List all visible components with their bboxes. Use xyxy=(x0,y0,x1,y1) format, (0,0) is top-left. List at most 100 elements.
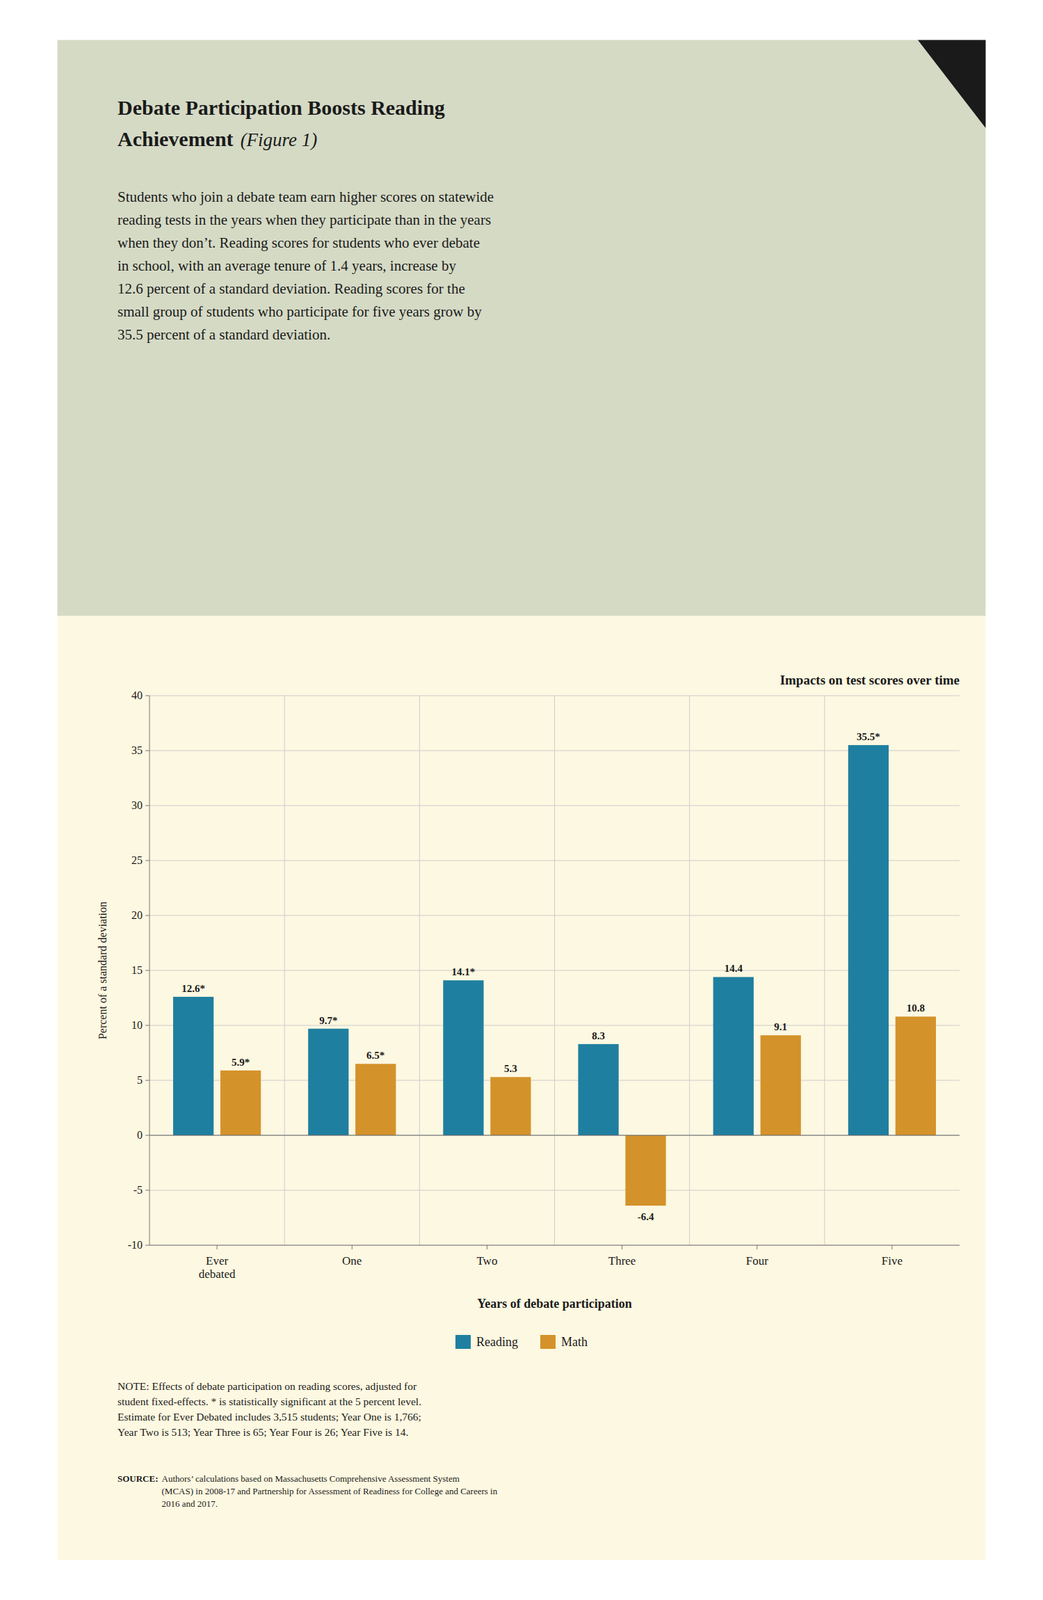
text-line: when they don’t. Reading scores for stud… xyxy=(117,234,480,252)
text-line: (MCAS) in 2008-17 and Partnership for As… xyxy=(162,1485,498,1496)
y-tick xyxy=(145,1024,150,1026)
text-line: 2016 and 2017. xyxy=(162,1497,219,1509)
text-line: Five xyxy=(881,1253,903,1267)
group-separator xyxy=(554,695,555,1245)
y-tick-label: 15 xyxy=(131,963,143,976)
x-tick xyxy=(621,1244,623,1249)
chart-title: Impacts on test scores over time xyxy=(780,672,960,687)
data-label: 9.1 xyxy=(773,1020,788,1032)
legend: ReadingMath xyxy=(455,1334,588,1349)
legend-label: Reading xyxy=(476,1334,519,1349)
data-label: 14.1* xyxy=(451,965,476,977)
x-axis-line xyxy=(149,1244,960,1246)
text-line: One xyxy=(342,1253,362,1267)
x-tick xyxy=(891,1244,893,1249)
chart-background xyxy=(57,616,986,1560)
y-axis-line xyxy=(149,695,151,1245)
group-separator xyxy=(689,695,690,1245)
data-label: 12.6* xyxy=(181,982,206,994)
x-tick-label: Three xyxy=(608,1253,637,1267)
legend-swatch xyxy=(455,1334,471,1349)
body-text: Students who join a debate team earn hig… xyxy=(117,188,494,343)
text-line: Two xyxy=(476,1253,498,1267)
y-tick-label: 5 xyxy=(136,1073,143,1086)
x-axis-label: Years of debate participation xyxy=(476,1296,632,1311)
group-separator xyxy=(823,695,825,1245)
data-label: 14.4 xyxy=(724,962,744,974)
y-tick-label: -10 xyxy=(127,1238,143,1251)
x-tick-label: Five xyxy=(881,1253,903,1267)
grid xyxy=(149,695,960,1245)
grid-line xyxy=(149,1134,960,1136)
data-label: 6.5* xyxy=(366,1049,385,1061)
y-tick xyxy=(145,915,150,916)
legend-swatch xyxy=(540,1334,556,1349)
header-background xyxy=(57,40,986,617)
zero-line xyxy=(149,1134,960,1135)
text-line: Authors’ calculations based on Massachus… xyxy=(162,1472,460,1484)
header-title: Debate Participation Boosts Reading xyxy=(117,95,446,119)
bar xyxy=(220,1070,261,1135)
x-tick xyxy=(486,1244,488,1249)
bar xyxy=(308,1028,349,1135)
x-tick-label: Four xyxy=(746,1253,769,1267)
bar xyxy=(625,1134,666,1206)
text-line: student fixed-effects. * is statisticall… xyxy=(117,1394,422,1407)
bar xyxy=(760,1034,802,1135)
text-line: Year Two is 513; Year Three is 65; Year … xyxy=(117,1425,409,1438)
data-label: 8.3 xyxy=(591,1029,605,1041)
page-background xyxy=(0,0,1043,1600)
text-line: Three xyxy=(608,1253,637,1267)
data-label: 5.3 xyxy=(504,1062,518,1074)
y-tick-label: 10 xyxy=(131,1018,143,1031)
text-line: Students who join a debate team earn hig… xyxy=(117,188,494,206)
text-line: Four xyxy=(746,1253,769,1267)
text-line: reading tests in the years when they par… xyxy=(117,211,491,229)
page: Debate Participation Boosts Reading Achie… xyxy=(0,0,1043,1600)
text-line: small group of students who participate … xyxy=(117,303,482,320)
text-line: Estimate for Ever Debated includes 3,515… xyxy=(117,1410,422,1422)
y-tick xyxy=(145,750,150,751)
y-tick-label: 25 xyxy=(131,853,143,866)
y-tick-label: 20 xyxy=(131,908,143,921)
text-line: Ever xyxy=(205,1253,229,1267)
x-tick xyxy=(756,1244,758,1249)
y-tick xyxy=(145,1189,150,1191)
data-label: 10.8 xyxy=(906,1001,925,1014)
y-tick xyxy=(145,805,150,806)
bar xyxy=(713,976,754,1135)
bar xyxy=(577,1043,619,1135)
y-tick-label: 40 xyxy=(131,689,143,701)
bar xyxy=(895,1015,936,1135)
x-tick-label: Everdebated xyxy=(198,1253,236,1281)
x-tick-label: One xyxy=(342,1253,362,1267)
y-tick xyxy=(145,1134,150,1136)
y-axis-label: Percent of a standard deviation xyxy=(96,901,109,1039)
text-line: NOTE: Effects of debate participation on… xyxy=(117,1379,418,1392)
group-separator xyxy=(419,695,420,1245)
text-line: debated xyxy=(198,1266,236,1281)
source-label: SOURCE: xyxy=(117,1472,159,1484)
data-label: 5.9* xyxy=(231,1056,250,1068)
source-text: Authors’ calculations based on Massachus… xyxy=(162,1472,498,1509)
y-tick xyxy=(145,1079,150,1081)
header-title: Achievement xyxy=(117,127,234,151)
data-label: 35.5* xyxy=(856,730,881,742)
corner-triangle xyxy=(917,40,986,129)
bar xyxy=(848,744,889,1135)
text-line: 12.6 percent of a standard deviation. Re… xyxy=(117,280,466,297)
bar xyxy=(490,1076,531,1135)
x-tick xyxy=(216,1244,218,1249)
y-tick-label: 30 xyxy=(131,798,143,811)
figure-reference: (Figure 1) xyxy=(240,129,318,151)
y-tick xyxy=(145,695,150,697)
bar xyxy=(173,996,214,1135)
note-text: NOTE: Effects of debate participation on… xyxy=(117,1379,422,1438)
y-tick xyxy=(145,1244,150,1246)
data-label: 9.7* xyxy=(319,1014,338,1026)
x-tick-label: Two xyxy=(476,1253,498,1267)
y-tick-label: 0 xyxy=(136,1128,143,1141)
data-label: -6.4 xyxy=(637,1210,655,1222)
bar xyxy=(442,979,484,1135)
text-line: in school, with an average tenure of 1.4… xyxy=(117,257,457,274)
